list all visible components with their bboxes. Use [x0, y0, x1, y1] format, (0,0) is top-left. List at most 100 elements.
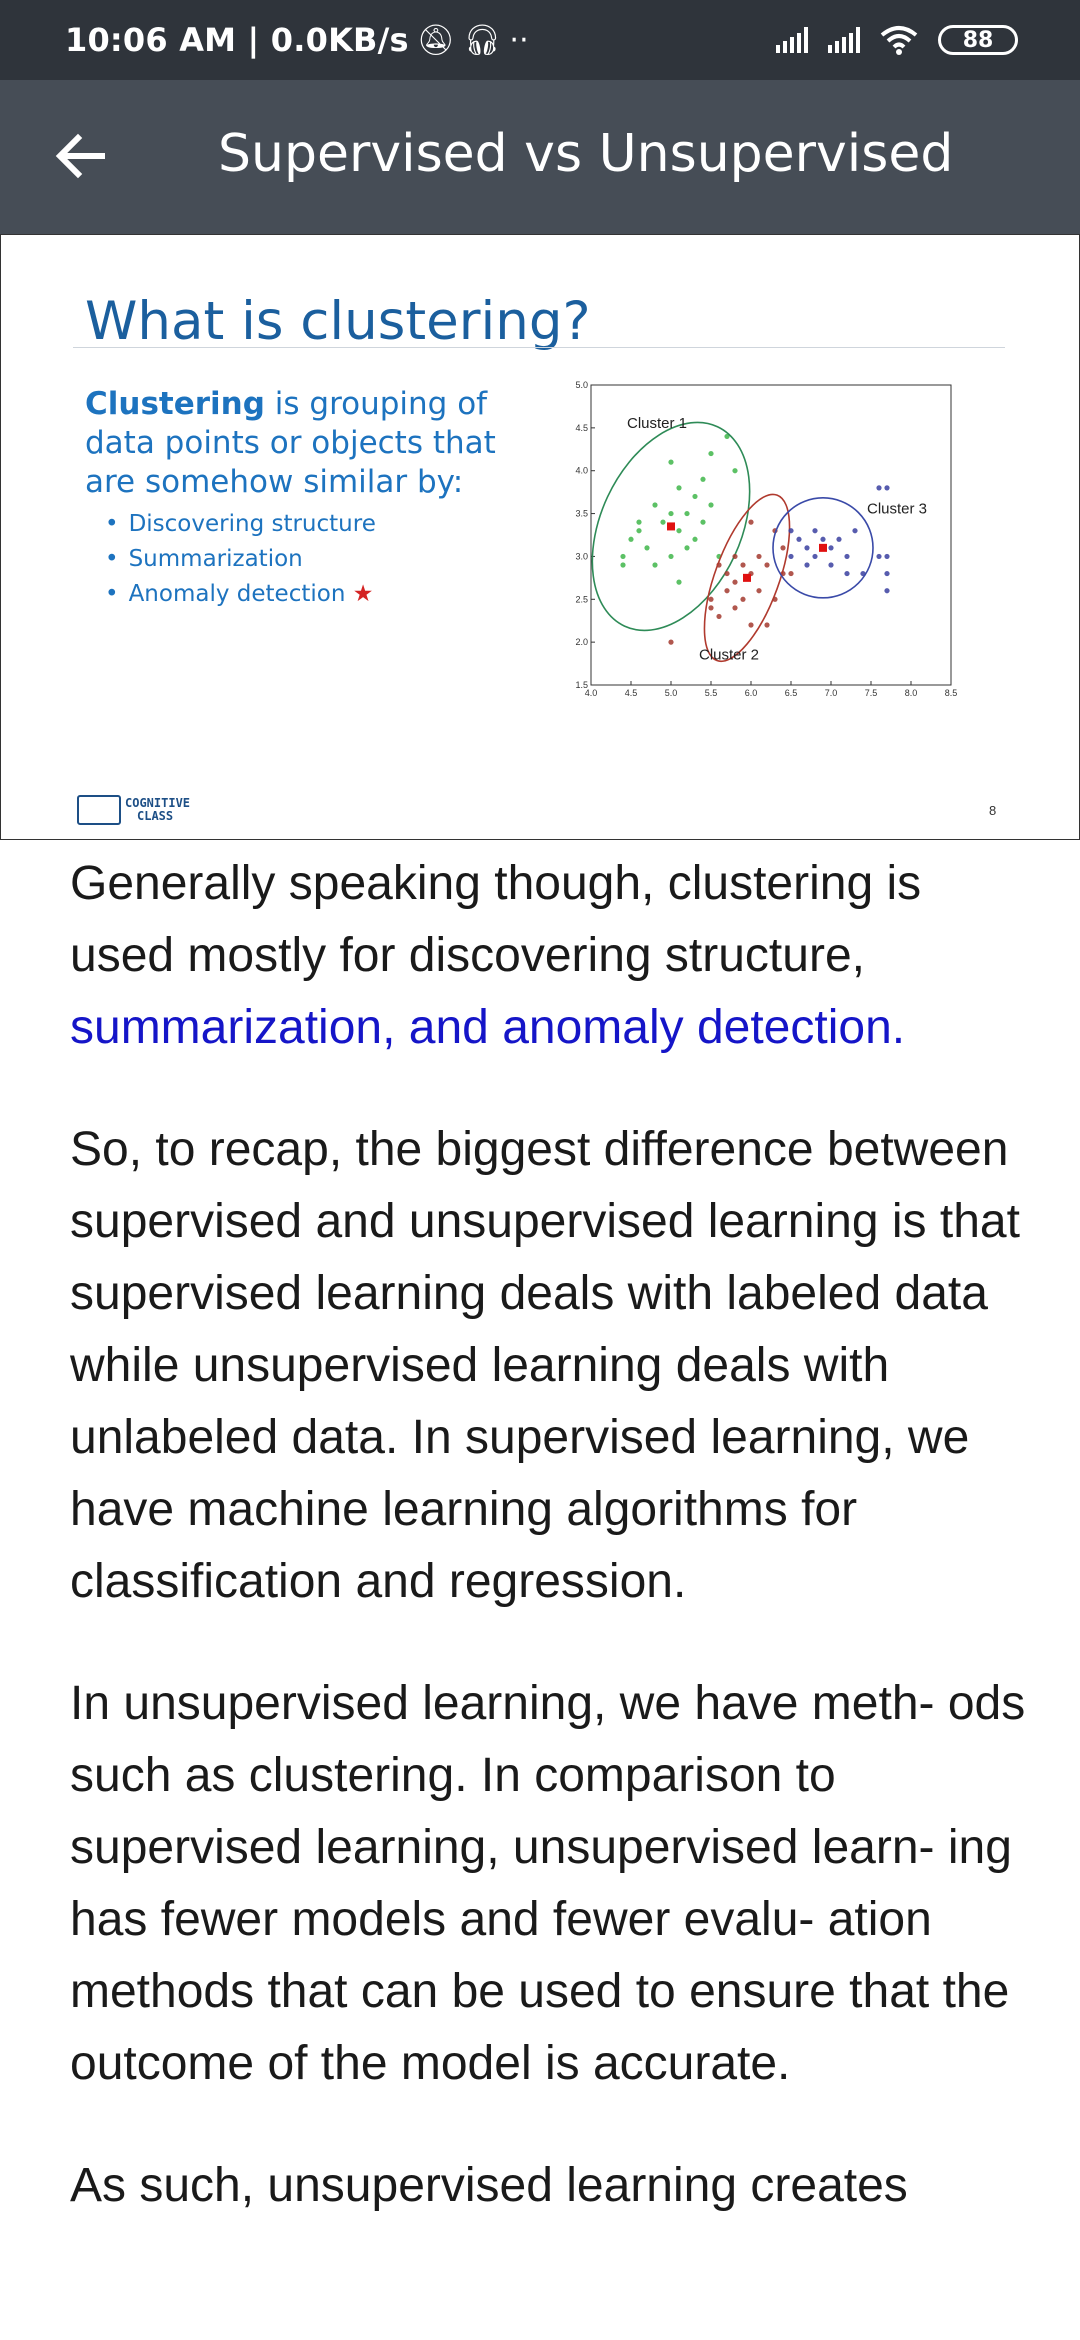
status-right: 88 [776, 0, 1018, 80]
data-point [724, 433, 730, 440]
data-point [668, 459, 674, 465]
data-point [876, 553, 882, 560]
data-point [692, 536, 698, 542]
cluster-chart: 4.0 4.5 5.0 5.5 6.0 6.5 7.0 7.5 8.0 8.5 1.5 2.0 2.5 3… [561, 377, 981, 717]
data-point [748, 519, 754, 525]
data-point [780, 545, 786, 551]
data-point [756, 588, 762, 594]
data-point [700, 476, 706, 482]
data-point [788, 528, 794, 534]
slide-bullet: Anomaly detection ★ [123, 577, 376, 612]
wifi-icon [880, 26, 918, 55]
status-time: 10:06 AM | 0.0KB/s [65, 21, 409, 59]
data-point [796, 536, 802, 542]
data-point [636, 528, 642, 534]
star-icon: ★ [352, 581, 374, 607]
data-point [764, 622, 770, 628]
slide-bullet: Summarization [123, 542, 376, 577]
data-point [828, 545, 834, 551]
y-tick-label: 2.0 [575, 637, 588, 647]
article-paragraph: So, to recap, the biggest difference bet… [70, 1123, 1020, 1608]
data-point [820, 536, 826, 542]
y-tick-label: 1.5 [575, 680, 588, 690]
data-point [652, 502, 658, 508]
logo-mark [77, 795, 121, 825]
data-point [884, 485, 890, 491]
data-point [748, 622, 754, 628]
status-left: 10:06 AM | 0.0KB/s 🔕︎ 🎧︎ ·· [65, 0, 529, 80]
data-point [884, 570, 890, 577]
cognitive-class-logo: COGNITIVE CLASS [77, 795, 190, 825]
data-point [740, 562, 746, 568]
slide-title: What is clustering? [85, 291, 591, 352]
data-point [668, 510, 674, 517]
article-body: Generally speaking though, clustering is… [70, 848, 1030, 2272]
plot-frame [590, 384, 952, 686]
data-point [708, 450, 714, 457]
data-point [644, 545, 650, 551]
highlighted-text[interactable]: summarization, and anomaly detection. [70, 1001, 906, 1054]
slide-lead-rest: is grouping of data points or objects th… [85, 386, 496, 500]
data-point [684, 545, 690, 551]
data-point [836, 536, 842, 542]
data-point [724, 588, 730, 594]
data-point [636, 519, 642, 525]
cluster-chart-svg: 4.0 4.5 5.0 5.5 6.0 6.5 7.0 7.5 8.0 8.5 1.5 2.0 2.5 3… [575, 380, 958, 698]
data-point [716, 613, 722, 620]
x-tick-label: 5.5 [705, 688, 718, 698]
article-paragraph: Generally speaking though, clustering is… [70, 857, 922, 1054]
data-point [692, 493, 698, 500]
data-point [660, 519, 666, 525]
x-tick-label: 4.0 [585, 688, 598, 698]
data-point [668, 639, 674, 645]
data-point [700, 519, 706, 525]
data-point [676, 485, 682, 491]
series-label: Cluster 2 [699, 646, 759, 663]
slide-bullet-list: Discovering structure Summarization Anom… [123, 507, 376, 612]
data-point [788, 570, 794, 577]
data-point [876, 485, 882, 491]
data-point [684, 510, 690, 517]
data-point [724, 570, 730, 577]
data-point [708, 605, 714, 611]
x-tick-label: 5.0 [665, 688, 678, 698]
series-label: Cluster 3 [867, 501, 927, 518]
y-tick-label: 4.0 [575, 466, 588, 476]
article-paragraph: In unsupervised learning, we have meth- … [70, 1677, 1026, 2090]
slide-lead-bold: Clustering [85, 386, 265, 422]
data-point [828, 562, 834, 568]
data-point [852, 528, 858, 534]
y-tick-label: 2.5 [575, 594, 588, 604]
slide-image: What is clustering? Clustering is groupi… [0, 234, 1080, 840]
data-point [620, 553, 626, 560]
y-tick-label: 5.0 [575, 380, 588, 390]
signal-icon-2 [828, 27, 860, 53]
back-arrow-icon[interactable] [52, 128, 108, 184]
cluster-ellipse [703, 493, 791, 663]
data-point [844, 553, 850, 560]
data-point [804, 545, 810, 551]
data-point [764, 562, 770, 568]
x-tick-label: 7.5 [865, 688, 878, 698]
x-tick-label: 7.0 [825, 688, 838, 698]
x-tick-label: 4.5 [625, 688, 638, 698]
data-point [628, 536, 634, 542]
x-tick-label: 6.5 [785, 688, 798, 698]
status-bar: 10:06 AM | 0.0KB/s 🔕︎ 🎧︎ ·· 88 [0, 0, 1080, 80]
data-point [884, 588, 890, 594]
data-point [756, 553, 762, 560]
data-point [732, 605, 738, 611]
data-point [708, 596, 714, 602]
slide-bullet: Discovering structure [123, 507, 376, 542]
data-point [788, 553, 794, 560]
x-tick-label: 8.0 [905, 688, 918, 698]
x-tick-label: 8.5 [945, 688, 958, 698]
battery-icon: 88 [938, 25, 1018, 55]
more-notifications-icon: ·· [509, 22, 529, 58]
data-point [732, 553, 738, 560]
data-point [676, 528, 682, 534]
y-tick-label: 4.5 [575, 423, 588, 433]
data-point [668, 553, 674, 560]
slide-divider [73, 347, 1005, 348]
series-label: Cluster 1 [627, 415, 687, 432]
